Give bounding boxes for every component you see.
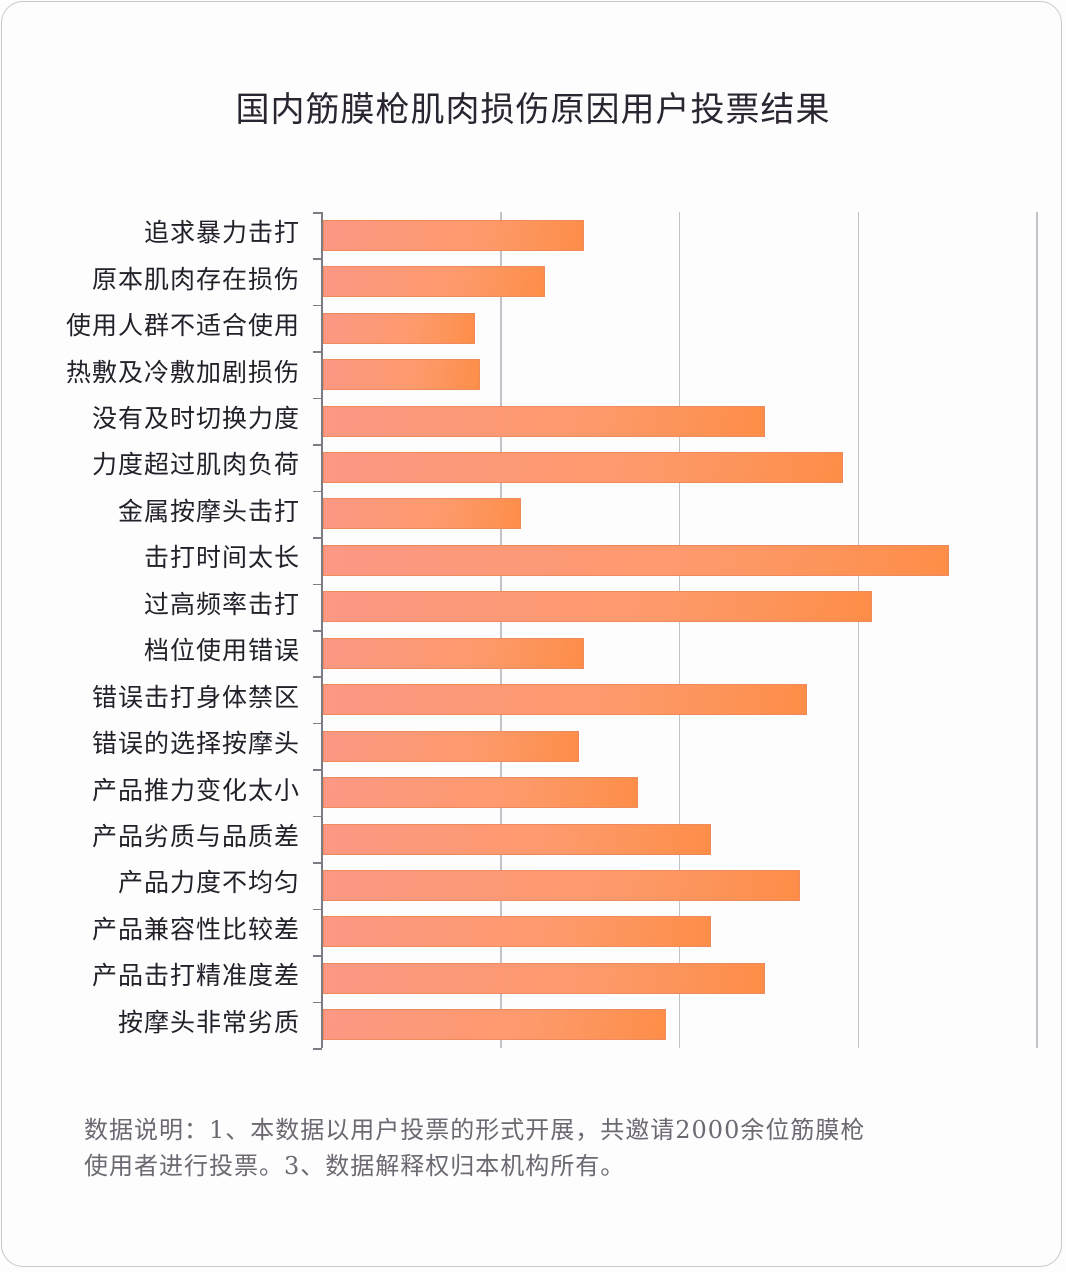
gridline [678,212,681,1048]
y-axis-tick [313,1001,322,1004]
data-note-line-2: 使用者进行投票。3、数据解释权归本机构所有。 [84,1152,626,1180]
category-label: 错误击打身体禁区 [91,682,300,712]
bar [323,451,844,483]
bar [323,777,638,809]
data-note-line-1: 数据说明：1、本数据以用户投票的形式开展，共邀请2000余位筋膜枪 [84,1116,866,1144]
bar [323,1009,667,1041]
bar [323,823,711,855]
y-axis-tick [313,490,322,493]
bar [323,219,584,251]
gridline [500,212,502,1048]
bar [323,591,872,623]
bar [323,312,475,344]
category-label: 过高频率击打 [143,589,300,619]
category-label: 产品劣质与品质差 [91,822,300,851]
y-axis-tick [313,630,322,632]
y-axis-tick [313,583,322,586]
chart-title: 国内筋膜枪肌肉损伤原因用户投票结果 [235,90,831,130]
category-label: 使用人群不适合使用 [65,311,300,341]
y-axis-tick [313,351,322,353]
y-axis-tick [313,212,322,214]
y-axis-tick [313,537,322,539]
category-label: 追求暴力击打 [143,218,300,248]
category-label: 错误的选择按摩头 [91,729,300,759]
category-label: 原本肌肉存在损伤 [91,264,300,294]
bar [323,730,579,762]
y-axis-tick [313,304,322,307]
category-label: 档位使用错误 [143,636,300,666]
bar [323,266,545,298]
category-label: 产品力度不均匀 [117,868,300,898]
y-axis-tick [313,815,322,818]
category-label: 金属按摩头击打 [117,496,300,526]
bar [323,359,481,391]
y-axis-tick [313,722,322,725]
y-axis-tick [313,1048,322,1050]
y-axis-tick [313,676,322,678]
category-label: 没有及时切换力度 [91,404,300,433]
category-label: 产品击打精准度差 [91,961,300,991]
gridline [1036,212,1038,1048]
bar [323,916,711,948]
y-axis-tick [313,769,322,771]
y-axis-tick [313,955,322,957]
bar [323,869,801,901]
gridline [857,212,859,1048]
y-axis-tick [313,397,322,400]
category-label: 热敷及冷敷加剧损伤 [65,357,300,387]
bar [323,498,522,530]
y-axis-tick [313,908,322,911]
data-note: 数据说明：1、本数据以用户投票的形式开展，共邀请2000余位筋膜枪 使用者进行投… [84,1112,1004,1184]
y-axis-tick [313,258,322,260]
bar [323,684,808,716]
category-label: 击打时间太长 [143,543,300,573]
bar [323,405,765,437]
category-label: 产品推力变化太小 [91,775,300,805]
bar [323,637,584,669]
bar [323,544,949,576]
category-label: 按摩头非常劣质 [117,1007,300,1037]
y-axis-tick [313,862,322,864]
plot-area [313,212,1038,1050]
category-label: 产品兼容性比较差 [91,914,300,944]
category-label: 力度超过肌肉负荷 [91,450,300,480]
y-axis-tick [313,444,322,446]
bar [323,962,765,994]
